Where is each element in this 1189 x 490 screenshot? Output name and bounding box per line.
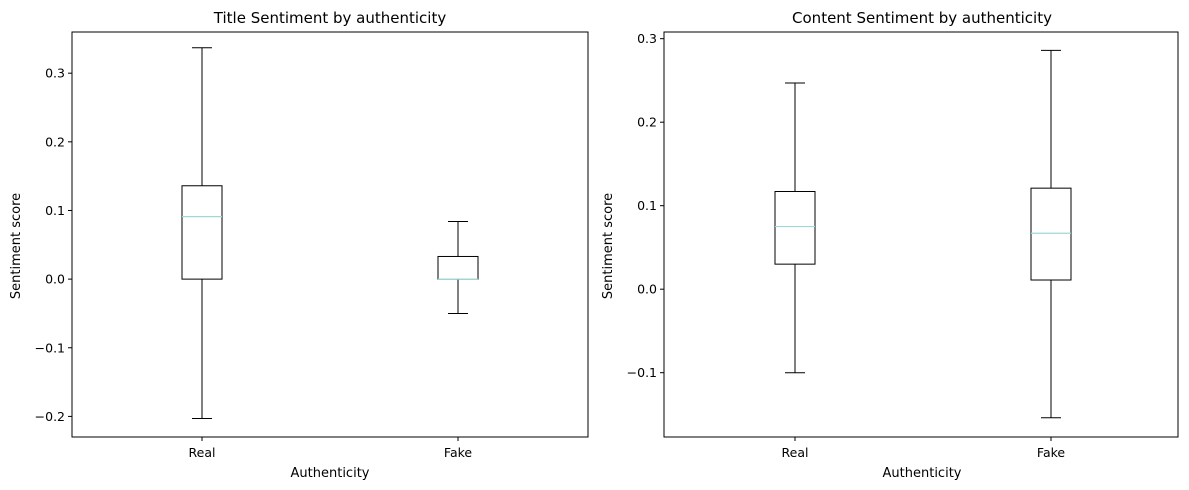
content-sentiment-panel: Content Sentiment by authenticity Authen… bbox=[601, 9, 1179, 481]
box-real bbox=[181, 47, 223, 419]
y-tick-label: −0.2 bbox=[35, 409, 65, 424]
x-tick-label: Real bbox=[189, 445, 216, 460]
y-tick-label: 0.1 bbox=[637, 198, 657, 213]
axes-frame bbox=[71, 31, 589, 438]
chart-title: Content Sentiment by authenticity bbox=[792, 9, 1052, 27]
iqr-box bbox=[774, 190, 816, 265]
y-tick-label: 0.1 bbox=[45, 203, 65, 218]
y-axis-label: Sentiment score bbox=[9, 193, 24, 299]
iqr-box bbox=[181, 185, 223, 280]
x-tick-label: Real bbox=[782, 445, 809, 460]
box-real bbox=[774, 82, 816, 374]
y-tick-label: 0.2 bbox=[637, 115, 657, 130]
iqr-box bbox=[1030, 187, 1072, 281]
y-tick-label: −0.1 bbox=[627, 365, 657, 380]
y-axis-label: Sentiment score bbox=[601, 193, 616, 299]
x-tick-label: Fake bbox=[1037, 445, 1065, 460]
box-fake bbox=[1030, 49, 1072, 419]
x-axis-label: Authenticity bbox=[291, 466, 370, 481]
title-sentiment-panel: Title Sentiment by authenticity Authenti… bbox=[9, 9, 589, 481]
chart-title: Title Sentiment by authenticity bbox=[213, 9, 447, 27]
y-tick-label: 0.0 bbox=[45, 272, 65, 287]
axes-frame bbox=[663, 31, 1179, 438]
y-tick-label: 0.0 bbox=[637, 282, 657, 297]
x-axis-label: Authenticity bbox=[883, 466, 962, 481]
y-tick-label: −0.1 bbox=[35, 340, 65, 355]
y-tick-label: 0.3 bbox=[637, 31, 657, 46]
y-tick-label: 0.2 bbox=[45, 134, 65, 149]
box-fake bbox=[437, 220, 479, 314]
x-tick-label: Fake bbox=[444, 445, 472, 460]
y-tick-label: 0.3 bbox=[45, 66, 65, 81]
iqr-box bbox=[437, 255, 479, 280]
